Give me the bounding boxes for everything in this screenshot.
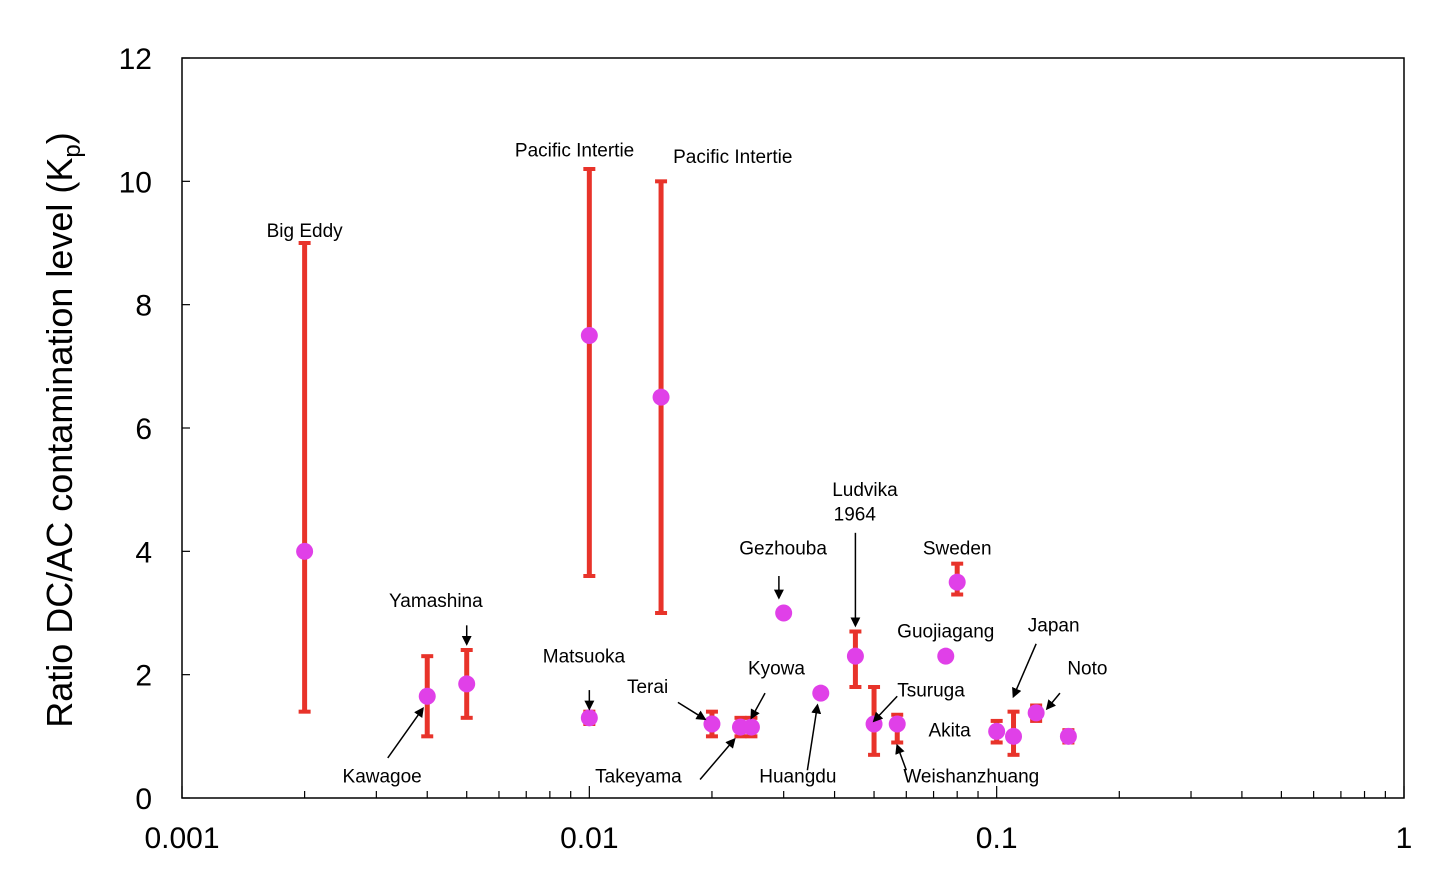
annotation-label: Huangdu — [759, 767, 836, 788]
x-tick-label: 0.001 — [144, 822, 219, 855]
x-axis-ticks: 0.001 0.01 0.1 1 — [144, 786, 1412, 855]
data-point — [580, 709, 598, 727]
annotation-arrow — [1045, 692, 1061, 711]
data-point — [948, 573, 966, 591]
annotation-label: Guojiagang — [897, 622, 994, 643]
annotation-arrow — [677, 701, 707, 721]
data-point — [703, 715, 721, 733]
x-tick-label: 0.1 — [976, 822, 1018, 855]
data-point — [846, 647, 864, 665]
annotation-label: Terai — [627, 677, 668, 698]
annotation-label: Japan — [1028, 616, 1080, 637]
annotation-label: Tsuruga — [897, 680, 965, 701]
y-axis-label: Ratio DC/AC contamination level (Kp) — [39, 132, 86, 728]
annotation-label: Matsuoka — [543, 646, 626, 667]
axes — [181, 57, 1405, 799]
data-point — [865, 715, 883, 733]
annotations: Big Eddy Pacific Intertie Pacific Intertie… — [267, 141, 1108, 788]
annotation-label: Yamashina — [389, 591, 483, 612]
annotation-arrow — [1012, 643, 1037, 699]
annotation-label: Weishanzhuang — [903, 767, 1039, 788]
annotation-label: Pacific Intertie — [515, 141, 634, 162]
error-bars — [298, 167, 1075, 757]
annotation-label: Gezhouba — [739, 538, 827, 559]
annotation-label: 1964 — [834, 505, 877, 526]
data-point — [580, 327, 598, 344]
y-tick-label: 8 — [135, 290, 152, 323]
data-point — [775, 604, 793, 622]
y-tick-label: 10 — [119, 166, 152, 199]
data-point — [458, 675, 476, 693]
annotation-arrow — [699, 737, 736, 780]
data-point — [296, 542, 314, 560]
data-point — [888, 715, 906, 733]
data-point — [1005, 727, 1023, 745]
annotation-label: Ludvika — [832, 480, 898, 501]
annotation-arrow — [872, 695, 898, 723]
annotation-arrow — [750, 692, 766, 720]
y-tick-label: 6 — [135, 413, 152, 446]
y-axis-label-subscript: p — [59, 144, 86, 157]
data-point — [418, 687, 436, 705]
y-axis-label-end: ) — [39, 132, 80, 144]
y-tick-label: 12 — [119, 43, 152, 76]
x-tick-label: 0.01 — [560, 822, 618, 855]
y-axis-ticks: 0 2 4 6 8 10 12 — [119, 43, 190, 816]
annotation-arrow — [806, 703, 822, 771]
data-point — [1059, 727, 1077, 745]
annotation-arrow — [895, 743, 908, 771]
annotation-label: Big Eddy — [267, 221, 344, 242]
annotation-arrow — [387, 706, 424, 759]
annotation-label: Pacific Intertie — [673, 147, 792, 168]
plot-frame — [181, 57, 1405, 799]
annotation-label: Kawagoe — [343, 767, 422, 788]
data-point — [742, 718, 760, 736]
annotation-label: Noto — [1067, 659, 1107, 680]
x-tick-label: 1 — [1396, 822, 1413, 855]
y-axis-label-main: Ratio DC/AC contamination level (K — [39, 158, 80, 728]
y-tick-label: 2 — [135, 660, 152, 693]
annotation-label: Takeyama — [595, 767, 682, 788]
data-point — [1027, 704, 1045, 722]
annotation-label: Kyowa — [748, 659, 805, 680]
annotation-label: Sweden — [923, 538, 992, 559]
annotation-label: Akita — [928, 720, 971, 741]
data-point — [988, 722, 1006, 740]
data-point — [812, 684, 830, 702]
y-tick-label: 0 — [135, 783, 152, 816]
data-point — [937, 647, 955, 665]
data-points — [296, 327, 1077, 745]
data-point — [652, 388, 670, 406]
y-tick-label: 4 — [135, 536, 152, 569]
